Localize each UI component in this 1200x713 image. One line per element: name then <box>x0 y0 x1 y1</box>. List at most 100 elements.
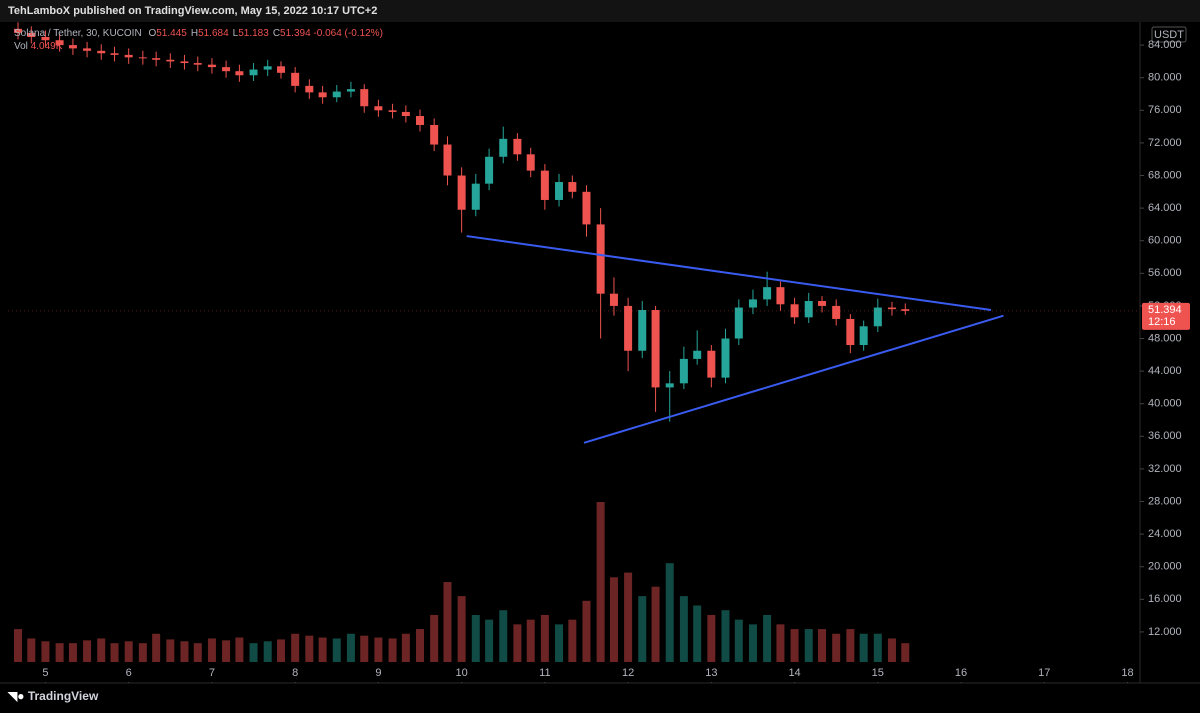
y-tick-label: 32.000 <box>1148 463 1182 475</box>
currency-box <box>1151 26 1187 43</box>
x-tick-label: 10 <box>456 667 468 679</box>
candle-body <box>457 175 466 210</box>
y-tick-label: 60.000 <box>1148 235 1182 247</box>
volume-bar <box>471 614 480 662</box>
candle-body <box>222 67 231 72</box>
candle-body <box>443 144 452 176</box>
candle-body <box>665 383 674 388</box>
volume-bar <box>68 643 77 662</box>
volume-bar <box>430 614 439 662</box>
candle-body <box>901 309 910 311</box>
volume-bar <box>235 637 244 662</box>
volume-bar <box>291 633 300 662</box>
volume-bar <box>526 619 535 662</box>
volume-bar <box>416 629 425 662</box>
candle-body <box>401 111 410 117</box>
candle-body <box>790 304 799 318</box>
candle-body <box>748 299 757 308</box>
candle-body <box>291 72 300 86</box>
candle-body <box>721 338 730 378</box>
volume-bar <box>734 619 743 662</box>
candle-body <box>110 53 119 55</box>
volume-bar <box>222 640 231 662</box>
legend-value: 51.394 <box>280 28 311 39</box>
volume-bar <box>609 577 618 662</box>
volume-bar <box>901 643 910 662</box>
candle-body <box>818 301 827 306</box>
candle-body <box>776 287 785 305</box>
candle-body <box>249 69 258 76</box>
volume-bar <box>13 629 22 662</box>
x-tick-label: 7 <box>209 667 215 679</box>
y-tick-label: 48.000 <box>1148 332 1182 344</box>
volume-bar <box>763 614 772 662</box>
candle-body <box>305 85 314 93</box>
volume-bar <box>360 635 369 662</box>
candle-body <box>374 106 383 111</box>
candle-body <box>55 40 64 46</box>
volume-bar <box>83 640 92 662</box>
candle-body <box>416 116 425 125</box>
x-tick-label: 11 <box>539 667 550 679</box>
candle-body <box>846 318 855 346</box>
y-tick-label: 28.000 <box>1148 495 1182 507</box>
x-tick-label: 5 <box>42 667 48 679</box>
y-tick-label: 84.000 <box>1148 39 1182 51</box>
candle-body <box>693 350 702 359</box>
x-tick-label: 14 <box>788 667 800 679</box>
volume-bar <box>207 638 216 662</box>
legend-value: 51.445 <box>156 28 187 39</box>
candle-body <box>555 182 564 200</box>
volume-bar <box>873 633 882 662</box>
volume-bar <box>305 635 314 662</box>
candle-body <box>638 309 647 351</box>
volume-bar <box>277 639 286 662</box>
x-tick-label: 17 <box>1038 667 1050 679</box>
trendline <box>466 235 992 311</box>
legend-row: Solana / Tether, 30, KUCOIN O51.445 H51.6… <box>14 28 383 39</box>
volume-bar <box>193 643 202 662</box>
candle-body <box>83 48 92 51</box>
countdown: 12:16 <box>1148 316 1176 328</box>
candle-body <box>859 326 868 346</box>
candle-body <box>707 350 716 378</box>
candle-body <box>68 45 77 49</box>
volume-bar <box>401 633 410 662</box>
ohlc: O51.445 H51.684 L51.183 C51.394 <box>144 28 310 39</box>
candle-body <box>526 154 535 171</box>
x-tick-label: 12 <box>622 667 634 679</box>
y-tick-label: 12.000 <box>1148 626 1182 638</box>
legend-label: L <box>232 28 239 39</box>
candle-body <box>734 307 743 339</box>
volume-bar <box>249 643 258 662</box>
volume-bar <box>679 596 688 662</box>
volume-bar <box>485 619 494 662</box>
volume-bar <box>97 638 106 662</box>
y-tick-label: 68.000 <box>1148 169 1182 181</box>
y-tick-label: 76.000 <box>1148 104 1182 116</box>
candle-body <box>832 305 841 319</box>
volume-value: 4.049K <box>30 41 63 52</box>
volume-bar <box>152 633 161 662</box>
volume-bar <box>651 586 660 662</box>
volume-bar <box>776 624 785 662</box>
legend-label: O <box>148 28 157 39</box>
y-tick-label: 80.000 <box>1148 72 1182 84</box>
legend-label: H <box>190 28 199 39</box>
volume-bar <box>55 643 64 662</box>
x-tick-label: 16 <box>955 667 967 679</box>
candle-body <box>763 287 772 300</box>
candle-body <box>485 156 494 184</box>
y-tick-label: 56.000 <box>1148 267 1182 279</box>
volume-bar <box>124 641 133 662</box>
volume-bar <box>638 596 647 662</box>
volume-label: Vol <box>14 41 28 52</box>
volume-bar <box>138 643 147 662</box>
candle-body <box>582 191 591 225</box>
candle-body <box>873 307 882 327</box>
volume-bar <box>790 629 799 662</box>
volume-bar <box>513 624 522 662</box>
volume-bar <box>568 619 577 662</box>
volume-bar <box>555 624 564 662</box>
